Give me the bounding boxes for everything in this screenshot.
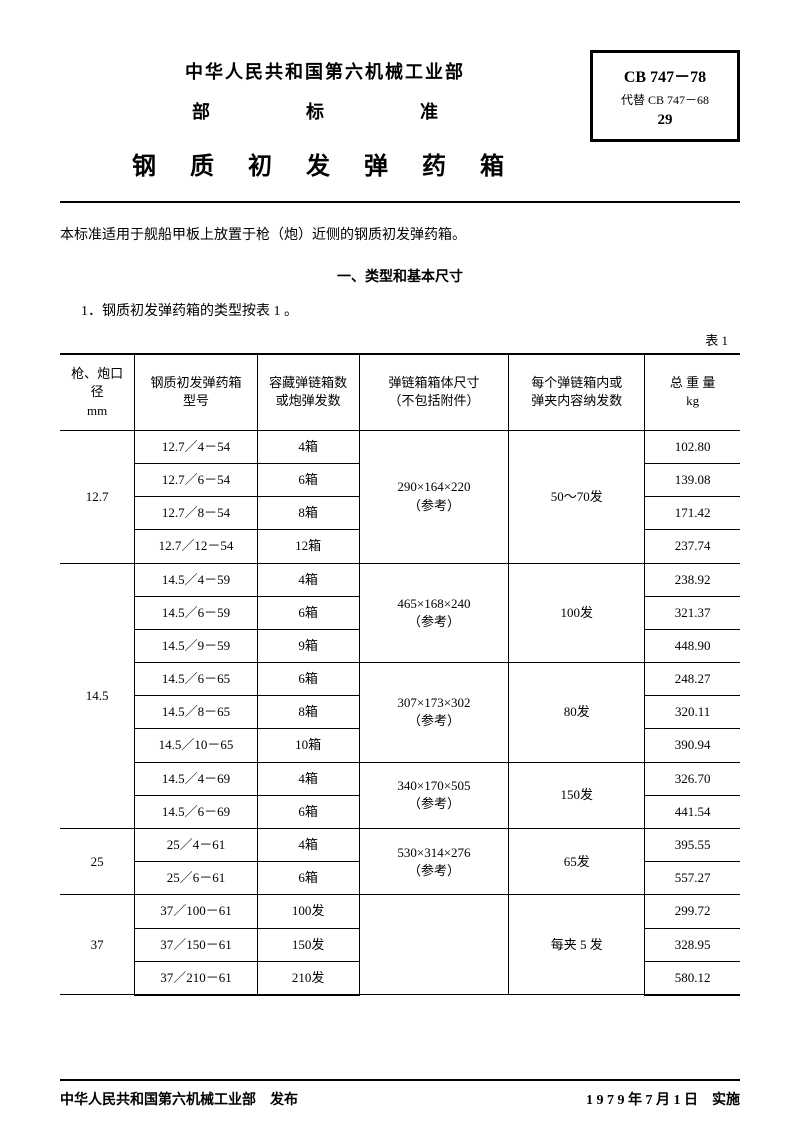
intro-paragraph: 本标准适用于舰船甲板上放置于枪（炮）近侧的钢质初发弹药箱。 (60, 223, 740, 248)
cell-caliber: 25 (60, 829, 135, 895)
cell-dim: 530×314×276（参考） (359, 829, 509, 895)
cell-model: 37／150－61 (135, 928, 257, 961)
cell-dim: 340×170×505（参考） (359, 762, 509, 828)
cell-qty: 8箱 (257, 497, 359, 530)
cell-model: 12.7／4－54 (135, 430, 257, 463)
cell-model: 12.7／6－54 (135, 463, 257, 496)
cell-dim (359, 895, 509, 995)
standard-code-box: CB 747－78 代替 CB 747－68 29 (590, 50, 740, 142)
cell-qty: 4箱 (257, 762, 359, 795)
paragraph-1: 1．钢质初发弹药箱的类型按表 1 。 (60, 300, 740, 320)
standard-code: CB 747－78 (611, 63, 719, 87)
cell-caliber: 14.5 (60, 563, 135, 829)
cell-model: 25／6－61 (135, 862, 257, 895)
cell-model: 25／4－61 (135, 829, 257, 862)
cell-qty: 100发 (257, 895, 359, 928)
cell-wt: 390.94 (645, 729, 740, 762)
cell-qty: 10箱 (257, 729, 359, 762)
cell-qty: 150发 (257, 928, 359, 961)
cell-model: 12.7／12－54 (135, 530, 257, 563)
footer-issuer: 中华人民共和国第六机械工业部 发布 (60, 1089, 298, 1109)
cell-qty: 4箱 (257, 829, 359, 862)
standard-label: 部 标 准 (60, 98, 590, 124)
cell-qty: 12箱 (257, 530, 359, 563)
cell-wt: 441.54 (645, 795, 740, 828)
table-row: 12.7 12.7／4－54 4箱 290×164×220（参考） 50～70发… (60, 430, 740, 463)
header-titles: 中华人民共和国第六机械工业部 部 标 准 钢 质 初 发 弹 药 箱 (60, 50, 590, 181)
cell-wt: 320.11 (645, 696, 740, 729)
cell-qty: 4箱 (257, 430, 359, 463)
cell-cap: 每夹 5 发 (509, 895, 645, 995)
cell-model: 14.5／9－59 (135, 629, 257, 662)
cell-wt: 171.42 (645, 497, 740, 530)
cell-qty: 8箱 (257, 696, 359, 729)
cell-wt: 395.55 (645, 829, 740, 862)
cell-qty: 6箱 (257, 463, 359, 496)
page-number: 29 (611, 112, 719, 129)
cell-model: 14.5／6－65 (135, 663, 257, 696)
cell-wt: 139.08 (645, 463, 740, 496)
table-caption: 表 1 (60, 330, 740, 349)
table-row: 37 37／100－61 100发 每夹 5 发 299.72 (60, 895, 740, 928)
cell-wt: 299.72 (645, 895, 740, 928)
spec-table: 枪、炮口径mm 钢质初发弹药箱型号 容藏弹链箱数或炮弹发数 弹链箱箱体尺寸（不包… (60, 353, 740, 996)
cell-model: 14.5／4－59 (135, 563, 257, 596)
col-qty: 容藏弹链箱数或炮弹发数 (257, 354, 359, 430)
col-dim: 弹链箱箱体尺寸（不包括附件） (359, 354, 509, 430)
cell-qty: 6箱 (257, 596, 359, 629)
cell-cap: 65发 (509, 829, 645, 895)
footer-date: 1 9 7 9 年 7 月 1 日 实施 (586, 1089, 740, 1109)
cell-wt: 326.70 (645, 762, 740, 795)
cell-model: 14.5／4－69 (135, 762, 257, 795)
cell-cap: 80发 (509, 663, 645, 763)
cell-cap: 50～70发 (509, 430, 645, 563)
cell-wt: 328.95 (645, 928, 740, 961)
ministry-name: 中华人民共和国第六机械工业部 (60, 58, 590, 84)
cell-caliber: 12.7 (60, 430, 135, 563)
table-row: 14.5／4－69 4箱 340×170×505（参考） 150发 326.70 (60, 762, 740, 795)
cell-model: 14.5／10－65 (135, 729, 257, 762)
cell-model: 14.5／6－59 (135, 596, 257, 629)
cell-model: 37／100－61 (135, 895, 257, 928)
document-header: 中华人民共和国第六机械工业部 部 标 准 钢 质 初 发 弹 药 箱 CB 74… (60, 50, 740, 181)
cell-qty: 9箱 (257, 629, 359, 662)
table-row: 25 25／4－61 4箱 530×314×276（参考） 65发 395.55 (60, 829, 740, 862)
cell-wt: 248.27 (645, 663, 740, 696)
cell-wt: 102.80 (645, 430, 740, 463)
cell-qty: 4箱 (257, 563, 359, 596)
cell-model: 37／210－61 (135, 961, 257, 995)
document-footer: 中华人民共和国第六机械工业部 发布 1 9 7 9 年 7 月 1 日 实施 (60, 1079, 740, 1109)
cell-dim: 307×173×302（参考） (359, 663, 509, 763)
cell-wt: 238.92 (645, 563, 740, 596)
header-rule (60, 201, 740, 203)
cell-wt: 448.90 (645, 629, 740, 662)
cell-cap: 100发 (509, 563, 645, 663)
table-row: 14.5／6－65 6箱 307×173×302（参考） 80发 248.27 (60, 663, 740, 696)
section-heading: 一、类型和基本尺寸 (60, 266, 740, 286)
table-row: 14.5 14.5／4－59 4箱 465×168×240（参考） 100发 2… (60, 563, 740, 596)
cell-qty: 6箱 (257, 663, 359, 696)
cell-dim: 290×164×220（参考） (359, 430, 509, 563)
cell-wt: 237.74 (645, 530, 740, 563)
cell-model: 14.5／6－69 (135, 795, 257, 828)
cell-model: 12.7／8－54 (135, 497, 257, 530)
cell-model: 14.5／8－65 (135, 696, 257, 729)
table-header-row: 枪、炮口径mm 钢质初发弹药箱型号 容藏弹链箱数或炮弹发数 弹链箱箱体尺寸（不包… (60, 354, 740, 430)
col-wt: 总 重 量kg (645, 354, 740, 430)
cell-qty: 6箱 (257, 795, 359, 828)
cell-wt: 557.27 (645, 862, 740, 895)
replaces-code: 代替 CB 747－68 (611, 91, 719, 108)
cell-qty: 6箱 (257, 862, 359, 895)
col-model: 钢质初发弹药箱型号 (135, 354, 257, 430)
cell-caliber: 37 (60, 895, 135, 995)
cell-wt: 321.37 (645, 596, 740, 629)
col-cap: 每个弹链箱内或弹夹内容纳发数 (509, 354, 645, 430)
document-title: 钢 质 初 发 弹 药 箱 (60, 146, 590, 181)
col-caliber: 枪、炮口径mm (60, 354, 135, 430)
cell-qty: 210发 (257, 961, 359, 995)
cell-wt: 580.12 (645, 961, 740, 995)
cell-dim: 465×168×240（参考） (359, 563, 509, 663)
cell-cap: 150发 (509, 762, 645, 828)
